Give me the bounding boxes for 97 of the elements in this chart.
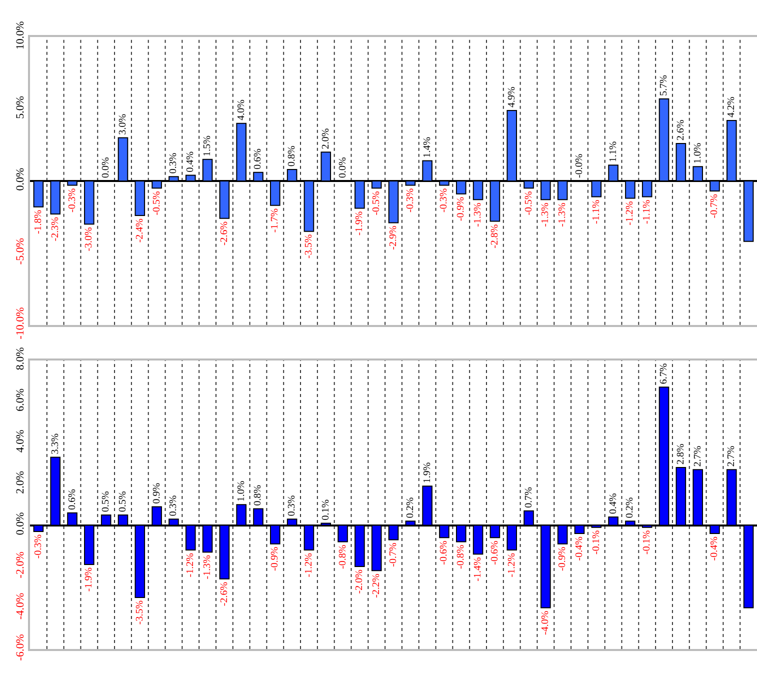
data-label: 0.8% [252,484,264,506]
data-label: -0.9% [270,546,281,572]
y-tick-label: -6.0% [14,634,27,661]
y-tick-label: -5.0% [14,238,27,265]
y-tick-label: 4.0% [14,430,27,453]
data-label: -0.1% [590,530,602,555]
data-label: -1.2% [303,553,314,578]
data-label: 0.2% [404,497,416,518]
data-label: -0.3% [438,188,450,212]
data-label: 1.5% [202,136,214,156]
data-label: 1.4% [422,136,433,158]
data-label: 0.3% [286,495,298,516]
data-label: -4.0% [540,610,552,635]
data-label: -3.5% [303,234,314,258]
data-label: 0.2% [624,497,636,518]
data-label: 2.0% [320,128,332,150]
data-label: 0.7% [523,486,534,508]
data-label: -1.4% [472,557,484,582]
data-label: -1.2% [506,553,518,578]
data-label: 0.1% [320,499,332,520]
y-tick-label: -2.0% [14,552,27,578]
y-tick-label: 0.0% [14,512,27,536]
data-label: 1.1% [608,141,619,162]
y-tick-label: 0.0% [14,168,27,191]
data-label: 2.6% [675,120,686,141]
data-label: -0.9% [456,196,467,222]
data-label: -0.7% [388,542,399,567]
data-label: 0.4% [608,493,619,514]
data-label: -0.8% [456,544,467,569]
data-label: 0.5% [100,491,112,512]
data-label: -1.7% [270,208,281,233]
data-label: 0.8% [286,146,298,166]
data-label: -0.7% [709,194,720,218]
data-label: -1.9% [84,567,95,592]
data-label: -2.0% [354,570,366,594]
data-label: -0.1% [642,530,653,555]
data-label: -1.3% [540,202,552,227]
data-label: 2.7% [692,446,704,467]
data-label: -0.3% [404,188,416,212]
data-label: -0.4% [709,536,720,561]
data-label: 3.3% [50,433,61,454]
data-label: 0.3% [168,152,180,174]
y-tick-label: 10.0% [14,21,27,50]
data-label: -1.2% [185,553,196,578]
data-label: -2.2% [371,574,382,598]
data-label: -0.8% [337,544,348,569]
data-label: -0.3% [66,188,78,212]
data-label: 0.3% [168,495,180,516]
y-tick-label: 8.0% [14,347,27,370]
data-label: 1.9% [422,462,433,484]
data-label: -2.4% [134,218,146,243]
data-label: 6.7% [658,363,670,384]
data-label: -1.3% [557,202,568,227]
data-label: -0.3% [32,534,44,559]
data-label: 1.0% [236,480,247,502]
y-tick-label: -10.0% [14,307,27,340]
data-label: -2.8% [489,224,500,248]
data-label: -3.5% [134,600,146,625]
data-label: 0.0% [100,157,112,178]
data-label: 0.6% [252,148,264,170]
data-label: -2.3% [50,217,61,242]
data-label: -0.0% [574,154,585,178]
data-label: 2.7% [726,446,738,467]
data-label: 3.0% [117,114,128,135]
data-label: -1.3% [472,202,484,227]
data-label: 0.0% [337,157,348,178]
data-label: -0.6% [438,540,450,565]
y-tick-label: 2.0% [14,470,27,494]
data-label: -3.0% [84,227,95,252]
data-label: -0.4% [574,536,585,561]
y-tick-label: 6.0% [14,388,27,412]
data-label: -1.9% [354,211,366,236]
data-label: -0.5% [523,191,534,216]
data-label: -0.6% [489,540,500,565]
data-label: 4.2% [726,96,738,118]
data-label: 4.9% [506,86,518,108]
data-label: -2.6% [218,582,230,606]
data-label: 0.9% [151,482,162,504]
data-label: 4.0% [236,100,247,120]
y-tick-label: 5.0% [14,96,27,119]
data-label: 1.0% [692,142,704,164]
data-label: -0.9% [557,546,568,572]
data-label: 0.4% [185,151,196,172]
data-label: -1.1% [590,200,602,224]
y-tick-label: -4.0% [14,592,27,620]
data-label: 0.5% [117,491,128,512]
data-label: -1.2% [624,201,636,226]
data-label: 2.8% [675,444,686,465]
data-label: 0.6% [66,489,78,510]
data-label: 5.7% [658,75,670,96]
data-label: -1.3% [202,555,214,580]
data-label: -1.8% [32,210,44,234]
data-label: -1.1% [642,200,653,224]
data-label: -0.5% [371,191,382,216]
data-label: -0.5% [151,191,162,216]
data-label: -2.9% [388,226,399,250]
data-label: -2.6% [218,221,230,246]
